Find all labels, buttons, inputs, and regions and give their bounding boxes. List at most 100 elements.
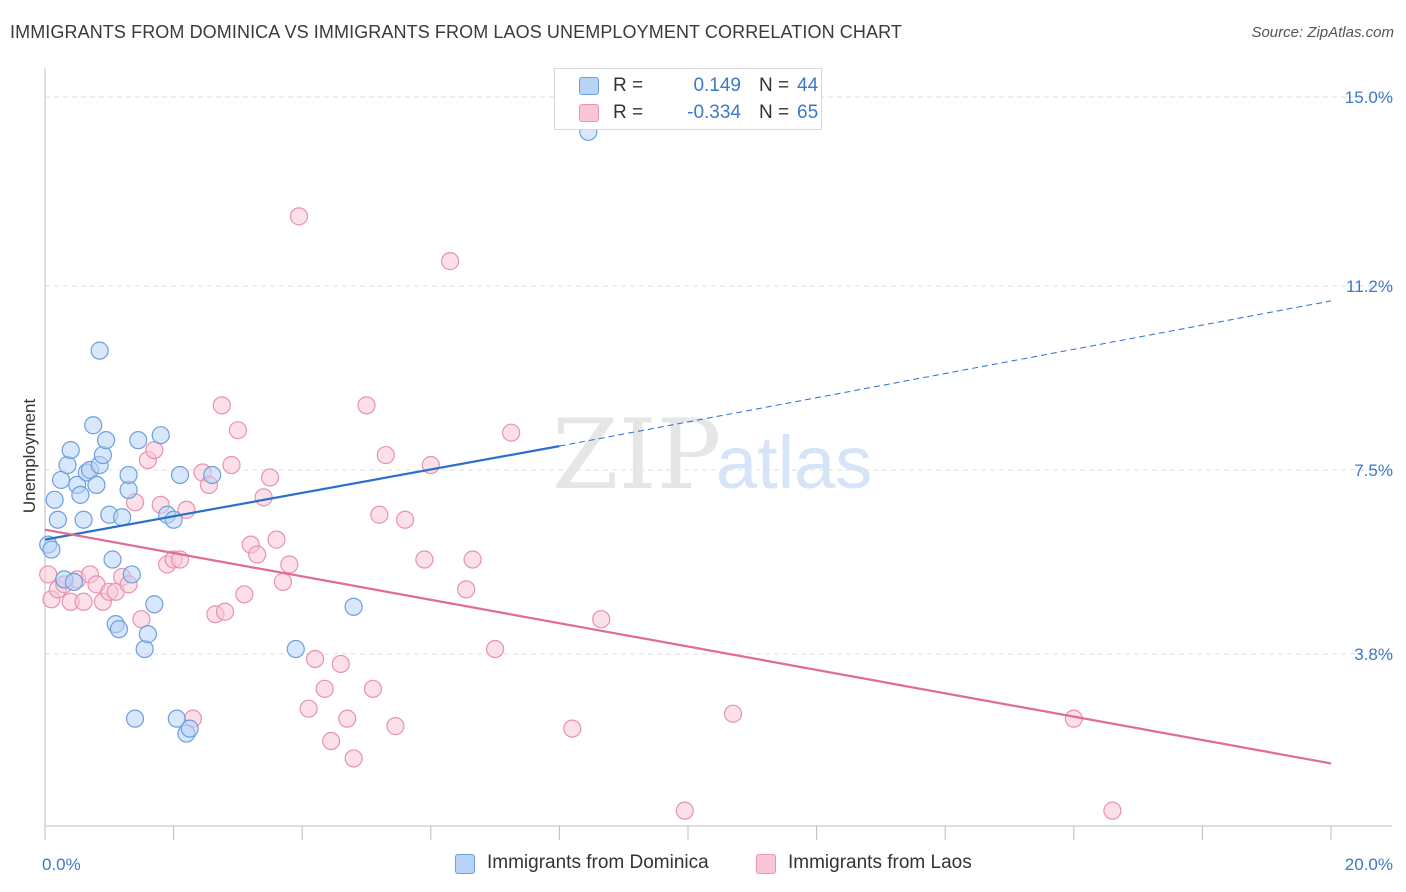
legend-label-laos: Immigrants from Laos [788,852,972,873]
laos-point-46 [344,749,363,768]
laos-point-57 [463,550,482,569]
laos-point-33 [248,545,267,564]
dominica-point-30 [151,426,170,445]
laos-point-55 [440,252,460,271]
laos-point-49 [370,505,389,524]
laos-point-44 [331,654,350,674]
dominica-trend-extension [559,300,1332,447]
laos-point-60 [563,719,582,738]
watermark-atlas: atlas [716,421,872,504]
dominica-point-36 [180,719,199,738]
laos-point-43 [322,731,341,751]
legend-box: R = 0.149 N = 44 R = -0.334 N = 65 [554,68,822,130]
dominica-point-7 [61,440,80,460]
dominica-point-27 [135,639,154,659]
legend-r-label: R = [613,102,644,123]
laos-point-48 [363,679,383,698]
laos-point-35 [260,468,280,487]
laos-point-30 [228,421,247,440]
x-tick-label-1: 20.0% [1345,855,1393,874]
laos-point-39 [289,207,309,226]
laos-point-51 [386,717,405,736]
y-tick-label-2: 11.2% [1346,277,1393,296]
dominica-point-34 [170,465,190,485]
laos-point-37 [273,572,293,591]
legend-n-value: 44 [797,75,819,96]
laos-point-29 [222,455,241,475]
dominica-point-39 [344,597,363,616]
laos-point-27 [212,396,231,415]
laos-point-34 [254,488,273,507]
legend-r-value: -0.334 [687,102,741,123]
dominica-point-42 [90,341,109,360]
laos-point-0 [39,565,58,584]
laos-trend-line [44,528,1332,765]
axes [44,68,1392,840]
dominica-point-3 [48,510,67,529]
laos-point-36 [267,530,286,549]
laos-point-31 [235,585,254,604]
dominica-point-1 [42,540,61,559]
dominica-point-43 [125,709,145,728]
dominica-point-23 [113,508,132,527]
laos-point-63 [723,704,743,723]
dominica-point-15 [87,475,106,495]
dominica-point-32 [164,510,183,529]
series-legend: Immigrants from Dominica Immigrants from… [0,852,1406,878]
source-label: Source: ZipAtlas.com [1251,24,1394,41]
laos-point-59 [502,423,521,442]
dominica-point-10 [71,485,90,504]
legend-swatch-dominica [579,77,599,95]
legend-swatch-dominica [455,854,475,874]
dominica-point-20 [103,550,122,569]
laos-point-61 [592,610,611,629]
legend-n-label: N = [759,75,790,96]
dominica-point-41 [119,465,138,485]
legend-n-value: 65 [797,102,819,123]
dominica-points [39,122,598,743]
laos-point-42 [315,679,334,698]
dominica-point-11 [74,510,93,529]
legend-label-dominica: Immigrants from Dominica [487,852,709,873]
y-axis-label: Unemployment [20,399,39,514]
x-tick-label-0: 0.0% [42,855,81,874]
laos-point-40 [299,699,318,718]
y-tick-label-1: 7.5% [1354,461,1393,480]
y-tick-label-3: 15.0% [1345,88,1393,107]
dominica-point-14 [84,416,103,435]
tick-labels: 3.8% 7.5% 11.2% 15.0% 0.0% 20.0% [42,88,1393,874]
laos-point-6 [74,592,93,611]
legend-swatch-laos [756,854,776,874]
dominica-point-6 [58,455,77,475]
trend-lines [44,300,1332,765]
legend-r-label: R = [613,75,644,96]
laos-point-47 [357,396,376,415]
laos-point-41 [305,649,325,669]
dominica-point-22 [109,620,129,639]
grid-lines [45,96,1392,655]
dominica-point-38 [286,639,305,659]
laos-point-38 [280,555,299,574]
laos-point-58 [486,639,505,659]
laos-point-62 [675,801,694,820]
dominica-point-8 [64,572,84,591]
dominica-trend-line [44,445,560,541]
dominica-point-29 [145,595,164,614]
laos-point-28 [215,602,235,621]
legend-n-label: N = [759,102,790,123]
dominica-point-33 [167,709,186,728]
dominica-point-28 [138,625,157,644]
dominica-point-17 [93,445,112,465]
laos-point-65 [1103,801,1122,820]
watermark: ZIP atlas [552,399,872,511]
dominica-point-2 [45,490,64,509]
laos-point-53 [415,550,434,569]
watermark-zip: ZIP [552,399,721,511]
dominica-point-18 [96,431,116,450]
legend-r-value: 0.149 [693,75,741,96]
laos-point-56 [457,580,476,599]
laos-point-45 [338,709,357,728]
laos-point-50 [376,445,395,465]
chart-title: IMMIGRANTS FROM DOMINICA VS IMMIGRANTS F… [10,22,902,42]
